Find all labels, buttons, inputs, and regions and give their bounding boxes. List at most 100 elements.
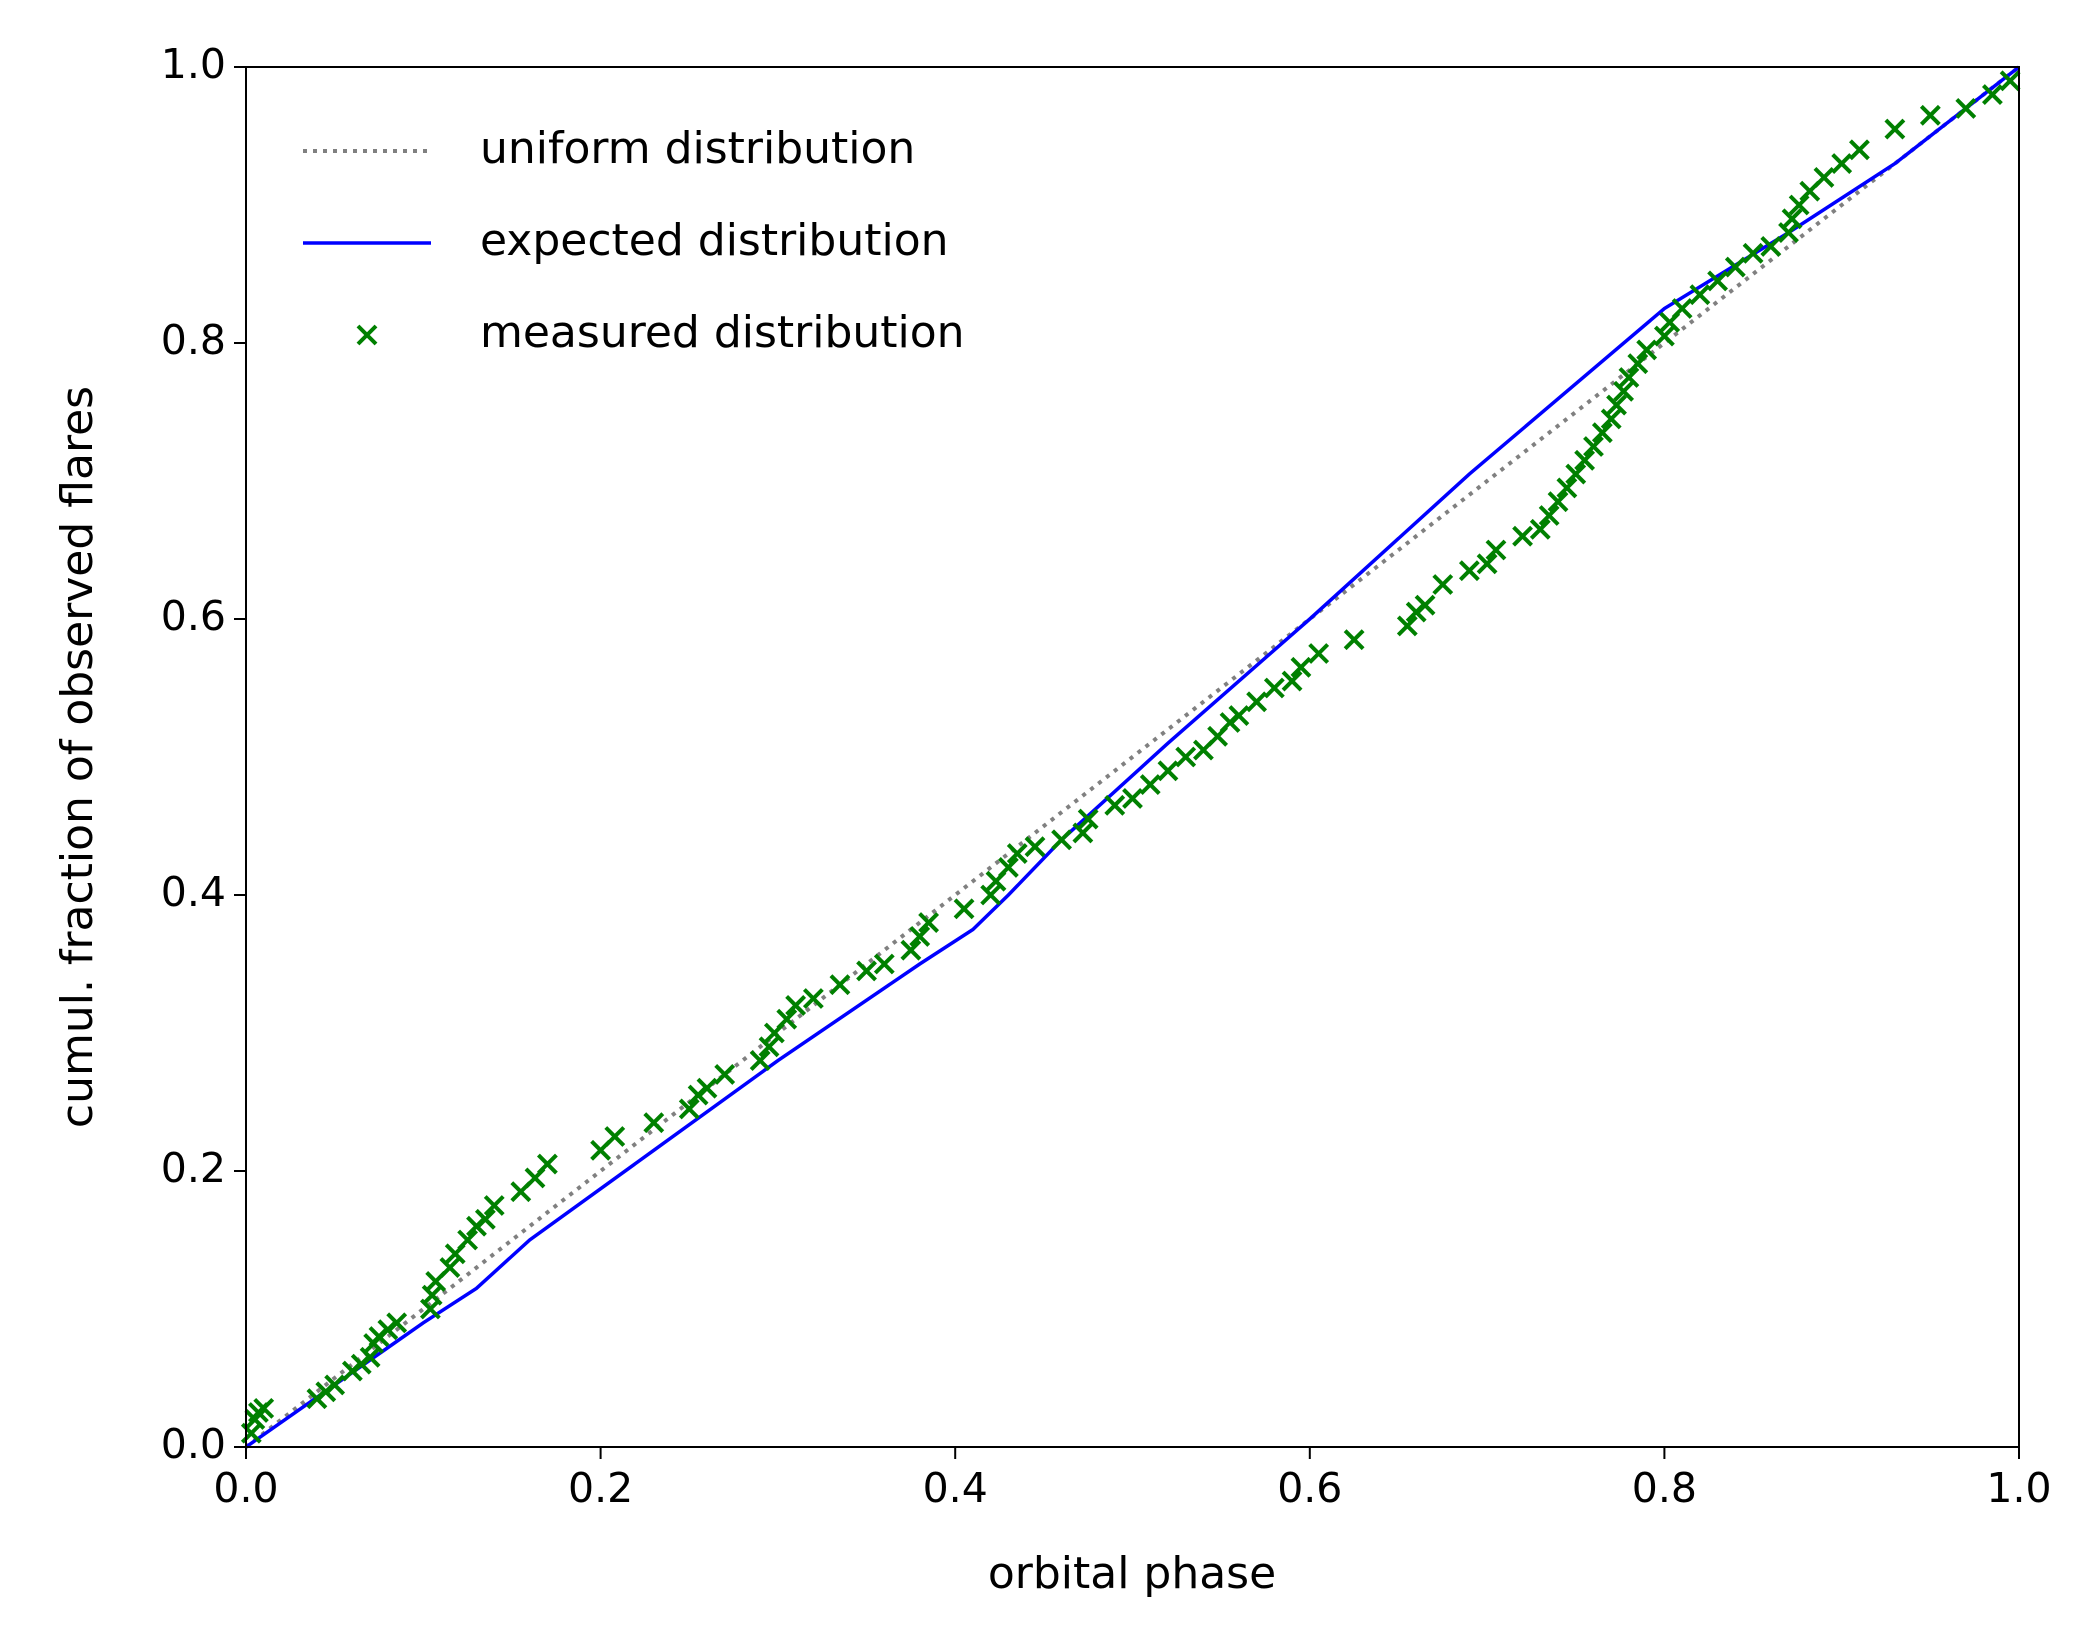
data-point: [1281, 670, 1303, 692]
legend-label: uniform distribution: [480, 123, 915, 174]
data-point: [1884, 118, 1906, 140]
data-point: [1742, 242, 1764, 264]
y-tick-label: 1.0: [161, 40, 226, 88]
data-point: [643, 1112, 665, 1134]
data-point: [1263, 677, 1285, 699]
legend-label: expected distribution: [480, 215, 949, 266]
data-point: [1636, 339, 1658, 361]
y-tick-label: 0.2: [161, 1144, 226, 1192]
x-axis-label: orbital phase: [988, 1548, 1276, 1599]
data-point: [1432, 574, 1454, 595]
data-point: [1613, 380, 1635, 402]
x-tick-label: 0.6: [1277, 1464, 1342, 1512]
data-point: [1051, 829, 1072, 851]
data-point: [457, 1229, 479, 1251]
data-point: [439, 1257, 461, 1279]
data-point: [1077, 808, 1099, 830]
data-point: [1760, 235, 1782, 257]
x-tick-label: 0.4: [923, 1464, 988, 1512]
data-point: [1476, 553, 1498, 575]
data-line: [244, 65, 2021, 1449]
y-tick-label: 0.6: [161, 592, 226, 640]
data-point: [918, 912, 940, 934]
data-point: [1583, 436, 1604, 457]
data-point: [1024, 836, 1046, 858]
data-point: [1104, 794, 1126, 816]
data-point: [1591, 422, 1613, 444]
y-tick-label: 0.4: [161, 868, 226, 916]
y-tick-label: 0.8: [161, 316, 226, 364]
data-point: [678, 1098, 700, 1120]
data-point: [1955, 97, 1977, 119]
data-point: [604, 1126, 626, 1147]
data-point: [1246, 691, 1268, 713]
data-point: [1396, 615, 1418, 637]
data-point: [253, 1397, 275, 1419]
data-point: [1228, 705, 1250, 727]
data-point: [1600, 408, 1622, 430]
data-point: [714, 1063, 736, 1085]
data-point: [1006, 843, 1028, 865]
data-point: [1831, 153, 1853, 175]
data-point: [1538, 505, 1560, 526]
data-point: [1072, 822, 1094, 844]
data-point: [1788, 194, 1810, 216]
data-point: [474, 1208, 496, 1230]
data-point: [980, 884, 1002, 906]
data-point: [1999, 70, 2021, 92]
data-point: [1919, 104, 1941, 126]
plot-frame: [245, 66, 2020, 1448]
data-point: [1343, 629, 1365, 651]
data-point: [1627, 353, 1649, 375]
y-tick-label: 0.0: [161, 1420, 226, 1468]
data-point: [997, 856, 1019, 878]
data-point: [1618, 367, 1640, 388]
x-tick-label: 0.8: [1632, 1464, 1697, 1512]
data-point: [1849, 139, 1870, 161]
data-point: [324, 1374, 346, 1396]
data-point: [1529, 518, 1551, 540]
data-point: [1813, 166, 1835, 188]
data-point: [1157, 760, 1179, 782]
x-tick-label: 1.0: [1986, 1464, 2051, 1512]
data-point: [1414, 594, 1436, 616]
data-point: [1122, 787, 1143, 809]
data-point: [1175, 746, 1197, 768]
data-point: [1485, 539, 1507, 561]
data-point: [696, 1077, 718, 1099]
data-point: [1458, 560, 1480, 582]
data-point: [1724, 256, 1746, 278]
data-point: [749, 1050, 771, 1072]
data-point: [483, 1195, 505, 1216]
x-tick-label: 0.0: [213, 1464, 278, 1512]
data-point: [1781, 208, 1803, 230]
legend-label: measured distribution: [480, 307, 965, 358]
data-point: [776, 1008, 798, 1030]
data-point: [1689, 284, 1711, 306]
data-point: [1139, 774, 1161, 796]
data-point: [1565, 463, 1587, 485]
x-tick-label: 0.2: [568, 1464, 633, 1512]
data-point: [873, 953, 895, 975]
data-point: [1512, 525, 1533, 547]
legend-swatch: [356, 324, 378, 346]
data-point: [900, 939, 922, 961]
data-point: [1707, 270, 1729, 292]
data-point: [1981, 84, 2003, 106]
data-point: [1653, 325, 1675, 347]
data-point: [802, 988, 824, 1009]
data-point: [1547, 491, 1569, 513]
data-point: [1308, 643, 1330, 664]
data-point: [785, 994, 807, 1016]
y-axis-label: cumul. fraction of observed flares: [52, 386, 103, 1128]
data-point: [1574, 449, 1596, 471]
data-point: [1290, 656, 1312, 678]
data-point: [386, 1312, 408, 1334]
data-point: [856, 960, 877, 982]
data-point: [953, 898, 975, 920]
data-point: [1606, 394, 1627, 416]
data-point: [536, 1153, 558, 1175]
data-point: [829, 974, 851, 996]
data-point: [1671, 298, 1693, 319]
